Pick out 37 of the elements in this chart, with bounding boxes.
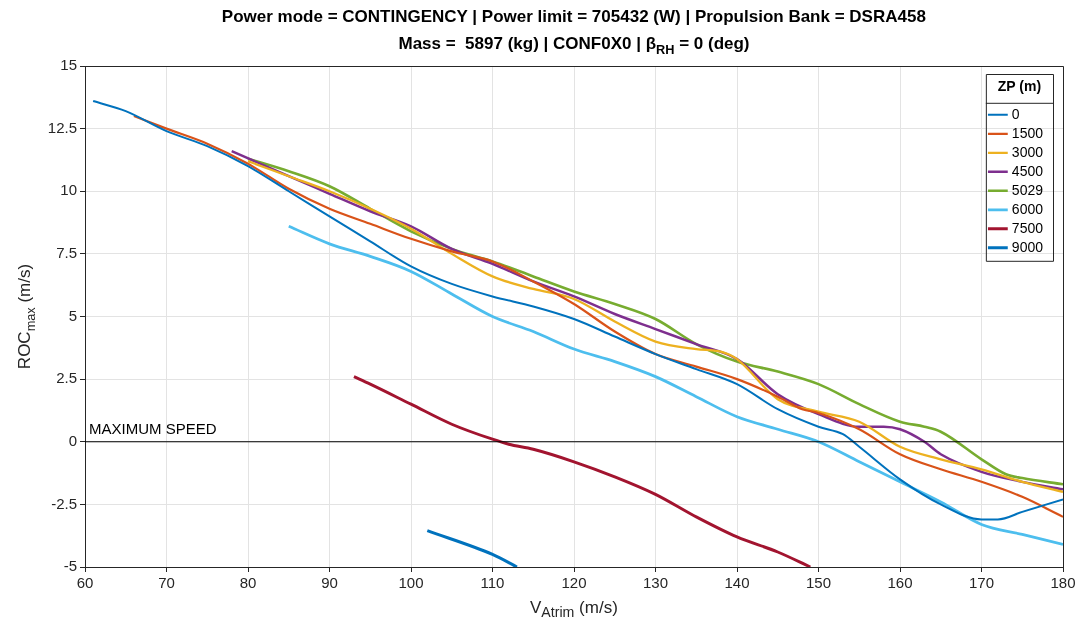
y-tick-label: 7.5 (56, 244, 77, 262)
x-tick-label: 70 (158, 574, 175, 592)
y-tick-label: 0 (68, 431, 77, 449)
legend-label: 5029 (1011, 181, 1044, 198)
x-tick-label: 80 (239, 574, 257, 592)
x-tick-label: 180 (1050, 574, 1076, 592)
legend-label: 7500 (1011, 219, 1044, 236)
legend-label: 9000 (1011, 238, 1044, 255)
x-tick-label: 100 (398, 574, 424, 592)
x-tick-label: 150 (805, 574, 832, 592)
legend-label: 3000 (1011, 143, 1044, 160)
y-tick-label: 15 (60, 56, 77, 74)
y-tick-label: -5 (63, 557, 77, 575)
legend-title: ZP (m) (997, 77, 1042, 94)
y-tick-label: -2.5 (51, 494, 77, 512)
x-tick-label: 140 (724, 574, 750, 592)
chart-title: Power mode = CONTINGENCY | Power limit = 705432 (W) | Propulsion Bank = DSRA458 (221, 7, 926, 26)
x-tick-label: 120 (561, 574, 587, 592)
legend-label: 6000 (1011, 200, 1044, 217)
legend-label: 1500 (1011, 124, 1044, 141)
y-tick-label: 5 (68, 306, 77, 324)
x-tick-label: 170 (968, 574, 995, 592)
legend-label: 4500 (1011, 162, 1044, 179)
x-tick-label: 160 (887, 574, 913, 592)
y-tick-label: 2.5 (56, 369, 77, 387)
x-tick-label: 90 (321, 574, 338, 592)
y-axis-title: ROCmax (m/s) (15, 263, 39, 370)
legend-label: 0 (1011, 105, 1020, 122)
x-axis-title: V$_{A}$$_{trim}$ (m/s) (530, 598, 618, 621)
x-tick-label: 110 (480, 574, 505, 592)
line-series (287, 224, 1063, 546)
ref-line-label: MAXIMUM SPEED (89, 420, 217, 438)
x-tick-label: 60 (76, 574, 94, 592)
y-tick-label: 10 (60, 181, 77, 199)
line-series (352, 375, 812, 567)
x-tick-label: 130 (642, 574, 669, 592)
y-tick-label: 12.5 (47, 118, 77, 136)
